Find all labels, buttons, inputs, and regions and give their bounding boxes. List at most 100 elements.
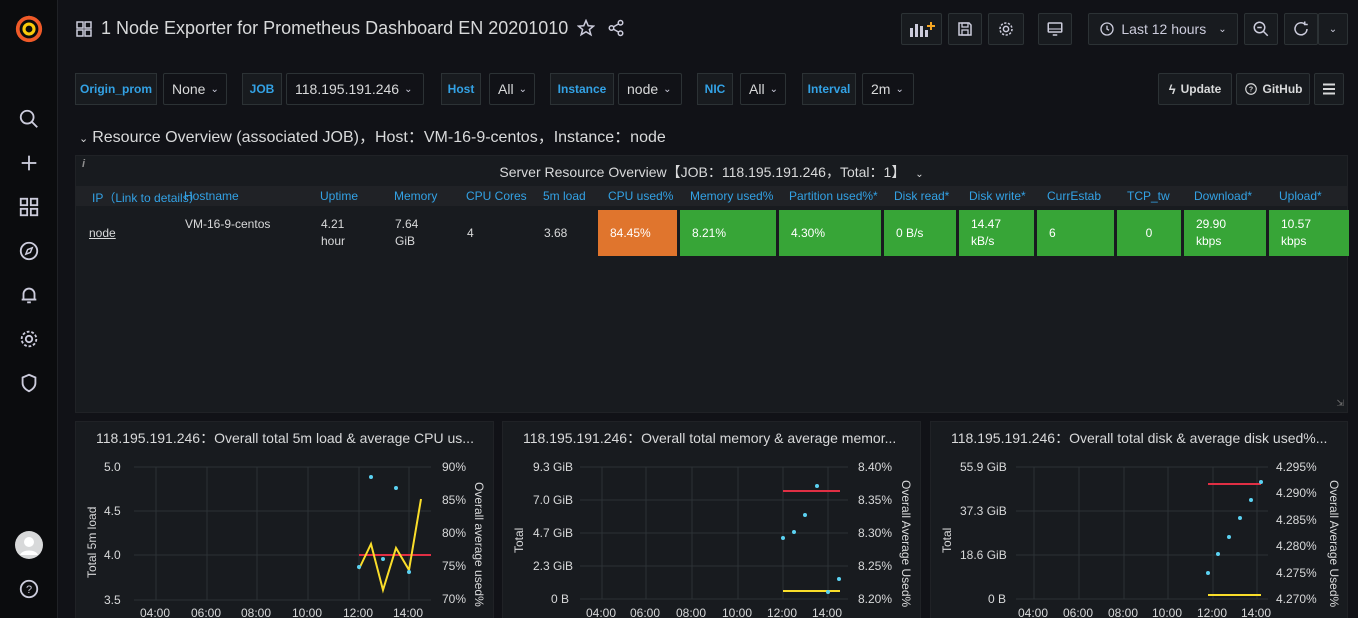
var-label-nic: NIC — [697, 73, 733, 105]
col-header-currestab[interactable]: CurrEstab — [1047, 189, 1102, 203]
chevron-down-icon: ⌄ — [769, 83, 778, 95]
y-tick: 0 B — [988, 592, 1007, 606]
cell-download: 29.90 kbps — [1184, 210, 1266, 256]
cell-memory: 7.64 GiB — [395, 210, 465, 256]
time-range-picker[interactable]: Last 12 hours ⌄ — [1088, 13, 1238, 45]
var-label-instance: Instance — [550, 73, 614, 105]
uptime-value: 4.21 — [321, 217, 345, 231]
gear-icon[interactable] — [13, 323, 45, 355]
y-tick: 4.5 — [104, 504, 121, 518]
chevron-down-icon: ⌄ — [79, 133, 89, 145]
dashboards-icon[interactable] — [13, 191, 45, 223]
y-tick: 37.3 GiB — [960, 504, 1007, 518]
x-tick: 10:00 — [1152, 606, 1183, 618]
col-header-upload[interactable]: Upload* — [1279, 189, 1322, 203]
col-header-cpu-cores[interactable]: CPU Cores — [466, 189, 527, 203]
x-tick: 06:00 — [1063, 606, 1094, 618]
var-select-nic[interactable]: All ⌄ — [740, 73, 786, 105]
var-value: None — [172, 81, 206, 97]
github-label: GitHub — [1262, 82, 1303, 96]
user-avatar[interactable] — [13, 529, 45, 561]
graph-title[interactable]: 118.195.191.246：Overall total disk & ave… — [951, 430, 1328, 446]
dashboard-links-menu-button[interactable] — [1314, 73, 1344, 105]
cell-partition-used: 4.30% — [779, 210, 881, 256]
monitor-icon — [1047, 22, 1063, 36]
upload-unit: kbps — [1281, 234, 1307, 248]
x-tick: 14:00 — [393, 606, 424, 618]
var-value: All — [749, 81, 765, 97]
col-header-ip[interactable]: IP（Link to details） — [92, 191, 201, 205]
plus-icon[interactable] — [13, 147, 45, 179]
graph-title[interactable]: 118.195.191.246：Overall total 5m load & … — [96, 430, 474, 446]
x-tick: 04:00 — [586, 606, 617, 618]
col-header-cpu-used[interactable]: CPU used% — [608, 189, 674, 203]
col-header-memory[interactable]: Memory — [394, 189, 438, 203]
uptime-unit: hour — [321, 234, 346, 248]
graph-title[interactable]: 118.195.191.246：Overall total memory & a… — [523, 430, 897, 446]
search-icon[interactable] — [13, 103, 45, 135]
dashboard-title[interactable]: 1 Node Exporter for Prometheus Dashboard… — [101, 18, 569, 38]
chevron-down-icon: ⌄ — [210, 83, 219, 95]
cycle-view-mode-button[interactable] — [1038, 13, 1072, 45]
col-header-memory-used[interactable]: Memory used% — [690, 189, 774, 203]
var-label-origin-prom: Origin_prom — [75, 73, 157, 105]
share-icon[interactable] — [607, 19, 625, 42]
explore-compass-icon[interactable] — [13, 235, 45, 267]
col-header-tcp-tw[interactable]: TCP_tw — [1127, 189, 1170, 203]
x-tick: 08:00 — [241, 606, 272, 618]
node-detail-link[interactable]: node — [89, 226, 116, 240]
x-tick: 14:00 — [1241, 606, 1272, 618]
panel-title-text: Server Resource Overview【JOB：118.195.191… — [499, 164, 906, 180]
y-tick: 9.3 GiB — [533, 460, 574, 474]
star-icon[interactable] — [576, 18, 596, 42]
table-header-row — [76, 186, 1347, 206]
help-icon[interactable]: ? — [13, 573, 45, 605]
cell-ip[interactable]: node — [89, 210, 179, 256]
disk-write-value: 14.47 — [971, 217, 1002, 231]
col-header-5m-load[interactable]: 5m load — [543, 189, 586, 203]
col-header-hostname[interactable]: Hostname — [184, 189, 239, 203]
var-select-host[interactable]: All ⌄ — [489, 73, 535, 105]
alerting-bell-icon[interactable] — [13, 279, 45, 311]
y-tick-right: 8.20% — [858, 592, 893, 606]
var-select-job[interactable]: 118.195.191.246 ⌄ — [286, 73, 424, 105]
info-icon[interactable]: i — [82, 158, 86, 170]
grafana-logo-icon[interactable] — [13, 13, 45, 45]
y-tick: 7.0 GiB — [533, 493, 574, 507]
col-header-uptime[interactable]: Uptime — [320, 189, 359, 203]
col-header-disk-write[interactable]: Disk write* — [969, 189, 1026, 203]
sidebar: ? — [0, 0, 58, 618]
resize-handle-icon[interactable]: ⇲ — [1336, 398, 1344, 408]
var-value: 118.195.191.246 — [295, 81, 400, 97]
settings-button[interactable] — [988, 13, 1024, 45]
row-header[interactable]: ⌄ Resource Overview (associated JOB)，Host… — [79, 123, 666, 147]
var-select-origin-prom[interactable]: None ⌄ — [163, 73, 227, 105]
refresh-interval-dropdown[interactable]: ⌄ — [1318, 13, 1348, 45]
chevron-down-icon: ⌄ — [404, 83, 413, 95]
cell-memory-used: 8.21% — [680, 210, 776, 256]
panel-title[interactable]: Server Resource Overview【JOB：118.195.191… — [76, 162, 1347, 182]
clock-icon — [1100, 22, 1115, 36]
save-button[interactable] — [948, 13, 982, 45]
refresh-icon — [1294, 21, 1308, 36]
zoom-out-button[interactable] — [1244, 13, 1278, 45]
shield-icon[interactable] — [13, 367, 45, 399]
y-tick-right: 80% — [442, 526, 467, 540]
var-select-interval[interactable]: 2m ⌄ — [862, 73, 914, 105]
col-header-download[interactable]: Download* — [1194, 189, 1253, 203]
cell-disk-read: 0 B/s — [884, 210, 956, 256]
github-link-button[interactable]: ? GitHub — [1236, 73, 1310, 105]
download-unit: kbps — [1196, 234, 1222, 248]
graph-plot-area[interactable] — [503, 422, 922, 618]
y-tick-right: 90% — [442, 460, 467, 474]
var-value: node — [627, 81, 659, 97]
var-select-instance[interactable]: node ⌄ — [618, 73, 682, 105]
y-tick: 4.0 — [104, 548, 121, 562]
update-link-button[interactable]: ϟ Update — [1158, 73, 1232, 105]
col-header-partition-used[interactable]: Partition used%* — [789, 189, 878, 203]
graph-plot-area[interactable] — [931, 422, 1349, 618]
col-header-disk-read[interactable]: Disk read* — [894, 189, 950, 203]
add-panel-button[interactable] — [901, 13, 942, 45]
graph-plot-area[interactable] — [76, 422, 495, 618]
refresh-button[interactable] — [1284, 13, 1318, 45]
